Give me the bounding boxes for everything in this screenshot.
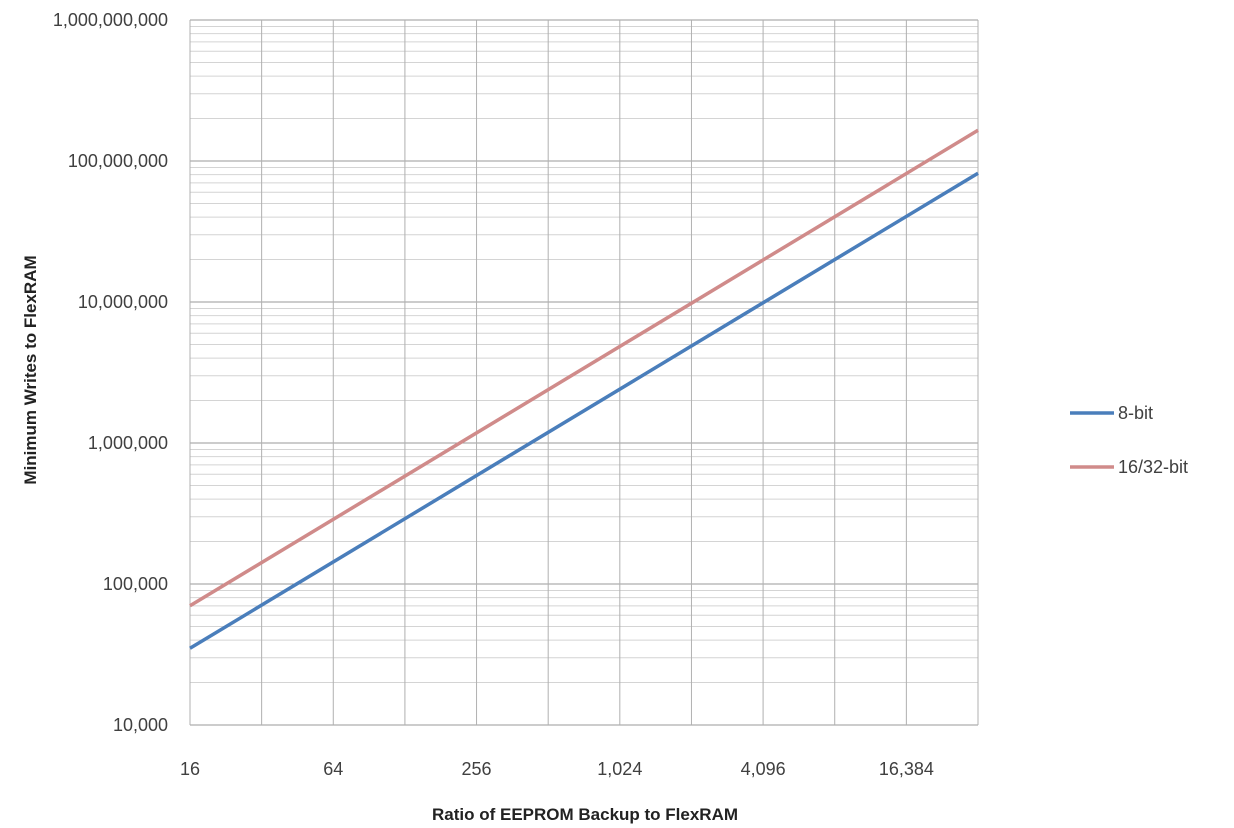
y-tick-label: 10,000,000 [78, 292, 168, 312]
series-line-16-32-bit [189, 128, 979, 608]
y-tick-label: 10,000 [113, 715, 168, 735]
y-tick-label: 1,000,000,000 [53, 10, 168, 30]
legend-label: 16/32-bit [1118, 457, 1188, 477]
y-axis-tick-labels: 10,000 100,000 1,000,000 10,000,000 100,000,… [53, 10, 168, 735]
y-tick-label: 100,000,000 [68, 151, 168, 171]
series-lines [189, 128, 979, 650]
x-tick-label: 256 [462, 759, 492, 779]
x-tick-label: 4,096 [741, 759, 786, 779]
y-tick-label: 1,000,000 [88, 433, 168, 453]
y-axis-title: Minimum Writes to FlexRAM [21, 255, 40, 484]
minor-gridlines [190, 25, 978, 684]
y-tick-label: 100,000 [103, 574, 168, 594]
series-line-8-bit [189, 171, 979, 650]
x-axis-title: Ratio of EEPROM Backup to FlexRAM [432, 805, 738, 824]
x-tick-label: 16 [180, 759, 200, 779]
legend: 8-bit 16/32-bit [1070, 403, 1188, 477]
x-tick-label: 16,384 [879, 759, 934, 779]
x-tick-label: 1,024 [597, 759, 642, 779]
x-tick-label: 64 [323, 759, 343, 779]
major-gridlines [189, 19, 979, 726]
x-axis-tick-labels: 16 64 256 1,024 4,096 16,384 [180, 759, 934, 779]
legend-label: 8-bit [1118, 403, 1153, 423]
